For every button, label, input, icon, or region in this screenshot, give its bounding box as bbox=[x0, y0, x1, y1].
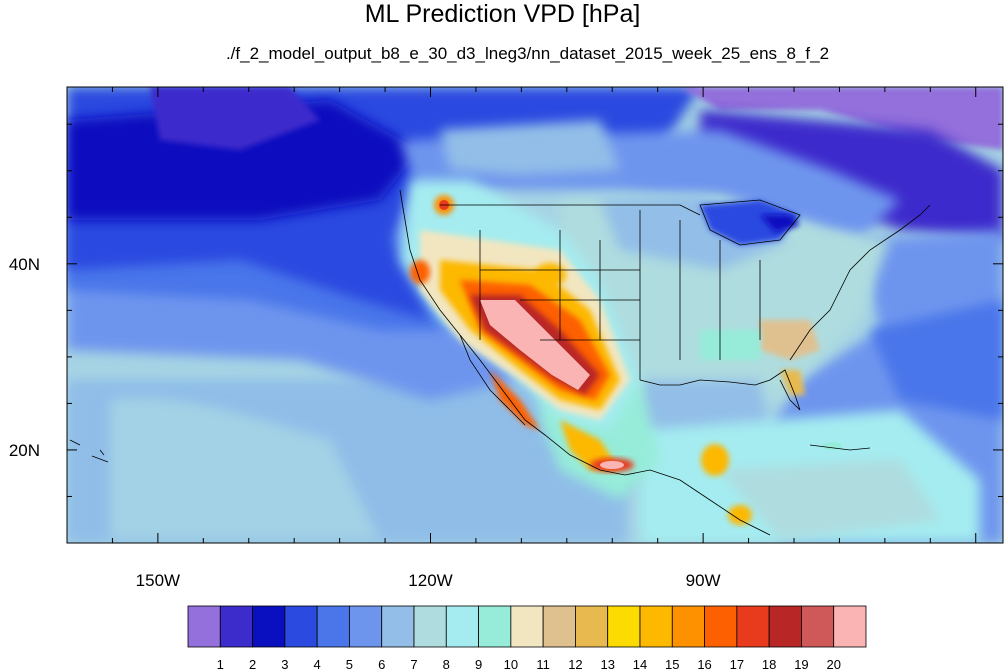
colorbar-label: 19 bbox=[794, 657, 808, 672]
map-title: ML Prediction VPD [hPa] bbox=[364, 0, 641, 28]
colorbar-swatch bbox=[671, 605, 705, 648]
colorbar-label: 17 bbox=[730, 657, 744, 672]
colorbar-swatch bbox=[575, 605, 609, 648]
colorbar-label: 6 bbox=[378, 657, 385, 672]
y-tick-label: 20N bbox=[9, 441, 40, 460]
x-tick-label: 120W bbox=[408, 571, 452, 590]
colorbar-swatch bbox=[445, 605, 479, 648]
colorbar-swatch bbox=[219, 605, 253, 648]
map-subtitle: ./f_2_model_output_b8_e_30_d3_lneg3/nn_d… bbox=[225, 44, 830, 63]
vpd-field bbox=[67, 87, 1003, 543]
colorbar-swatch bbox=[801, 605, 835, 648]
colorbar-label: 7 bbox=[410, 657, 417, 672]
colorbar-label: 9 bbox=[475, 657, 482, 672]
axis-ticks: 150W 120W 90W 40N 20N bbox=[9, 87, 1003, 590]
colorbar-label: 3 bbox=[281, 657, 288, 672]
colorbar-label: 13 bbox=[600, 657, 614, 672]
colorbar-label: 10 bbox=[504, 657, 518, 672]
colorbar-label: 4 bbox=[314, 657, 321, 672]
colorbar-swatch bbox=[639, 605, 673, 648]
colorbar-swatch bbox=[478, 605, 512, 648]
coastlines-and-borders bbox=[69, 189, 931, 536]
colorbar-label: 14 bbox=[633, 657, 647, 672]
colorbar-swatch bbox=[187, 605, 221, 648]
x-tick-label: 90W bbox=[686, 571, 721, 590]
colorbar-swatch bbox=[252, 605, 286, 648]
colorbar-swatch bbox=[736, 605, 770, 648]
colorbar-swatch bbox=[316, 605, 350, 648]
colorbar-swatch bbox=[284, 605, 318, 648]
colorbar-swatch bbox=[413, 605, 447, 648]
map-frame bbox=[66, 86, 1004, 544]
colorbar-label: 20 bbox=[826, 657, 840, 672]
colorbar: 1 2 3 4 5 6 7 8 9 10 11 12 13 14 15 16 17 18 19 20 bbox=[187, 605, 867, 672]
x-tick-label: 150W bbox=[136, 571, 180, 590]
colorbar-swatch bbox=[833, 605, 867, 648]
colorbar-swatch bbox=[607, 605, 641, 648]
colorbar-label: 15 bbox=[665, 657, 679, 672]
colorbar-label: 18 bbox=[762, 657, 776, 672]
colorbar-swatch bbox=[510, 605, 544, 648]
colorbar-swatch bbox=[349, 605, 383, 648]
colorbar-label: 5 bbox=[346, 657, 353, 672]
colorbar-label: 12 bbox=[568, 657, 582, 672]
colorbar-label: 2 bbox=[249, 657, 256, 672]
colorbar-swatch bbox=[704, 605, 738, 648]
y-tick-label: 40N bbox=[9, 255, 40, 274]
colorbar-label: 11 bbox=[536, 657, 550, 672]
colorbar-label: 16 bbox=[697, 657, 711, 672]
colorbar-label: 8 bbox=[443, 657, 450, 672]
colorbar-swatch bbox=[542, 605, 576, 648]
colorbar-label: 1 bbox=[217, 657, 224, 672]
colorbar-swatch bbox=[381, 605, 415, 648]
colorbar-swatch bbox=[768, 605, 802, 648]
